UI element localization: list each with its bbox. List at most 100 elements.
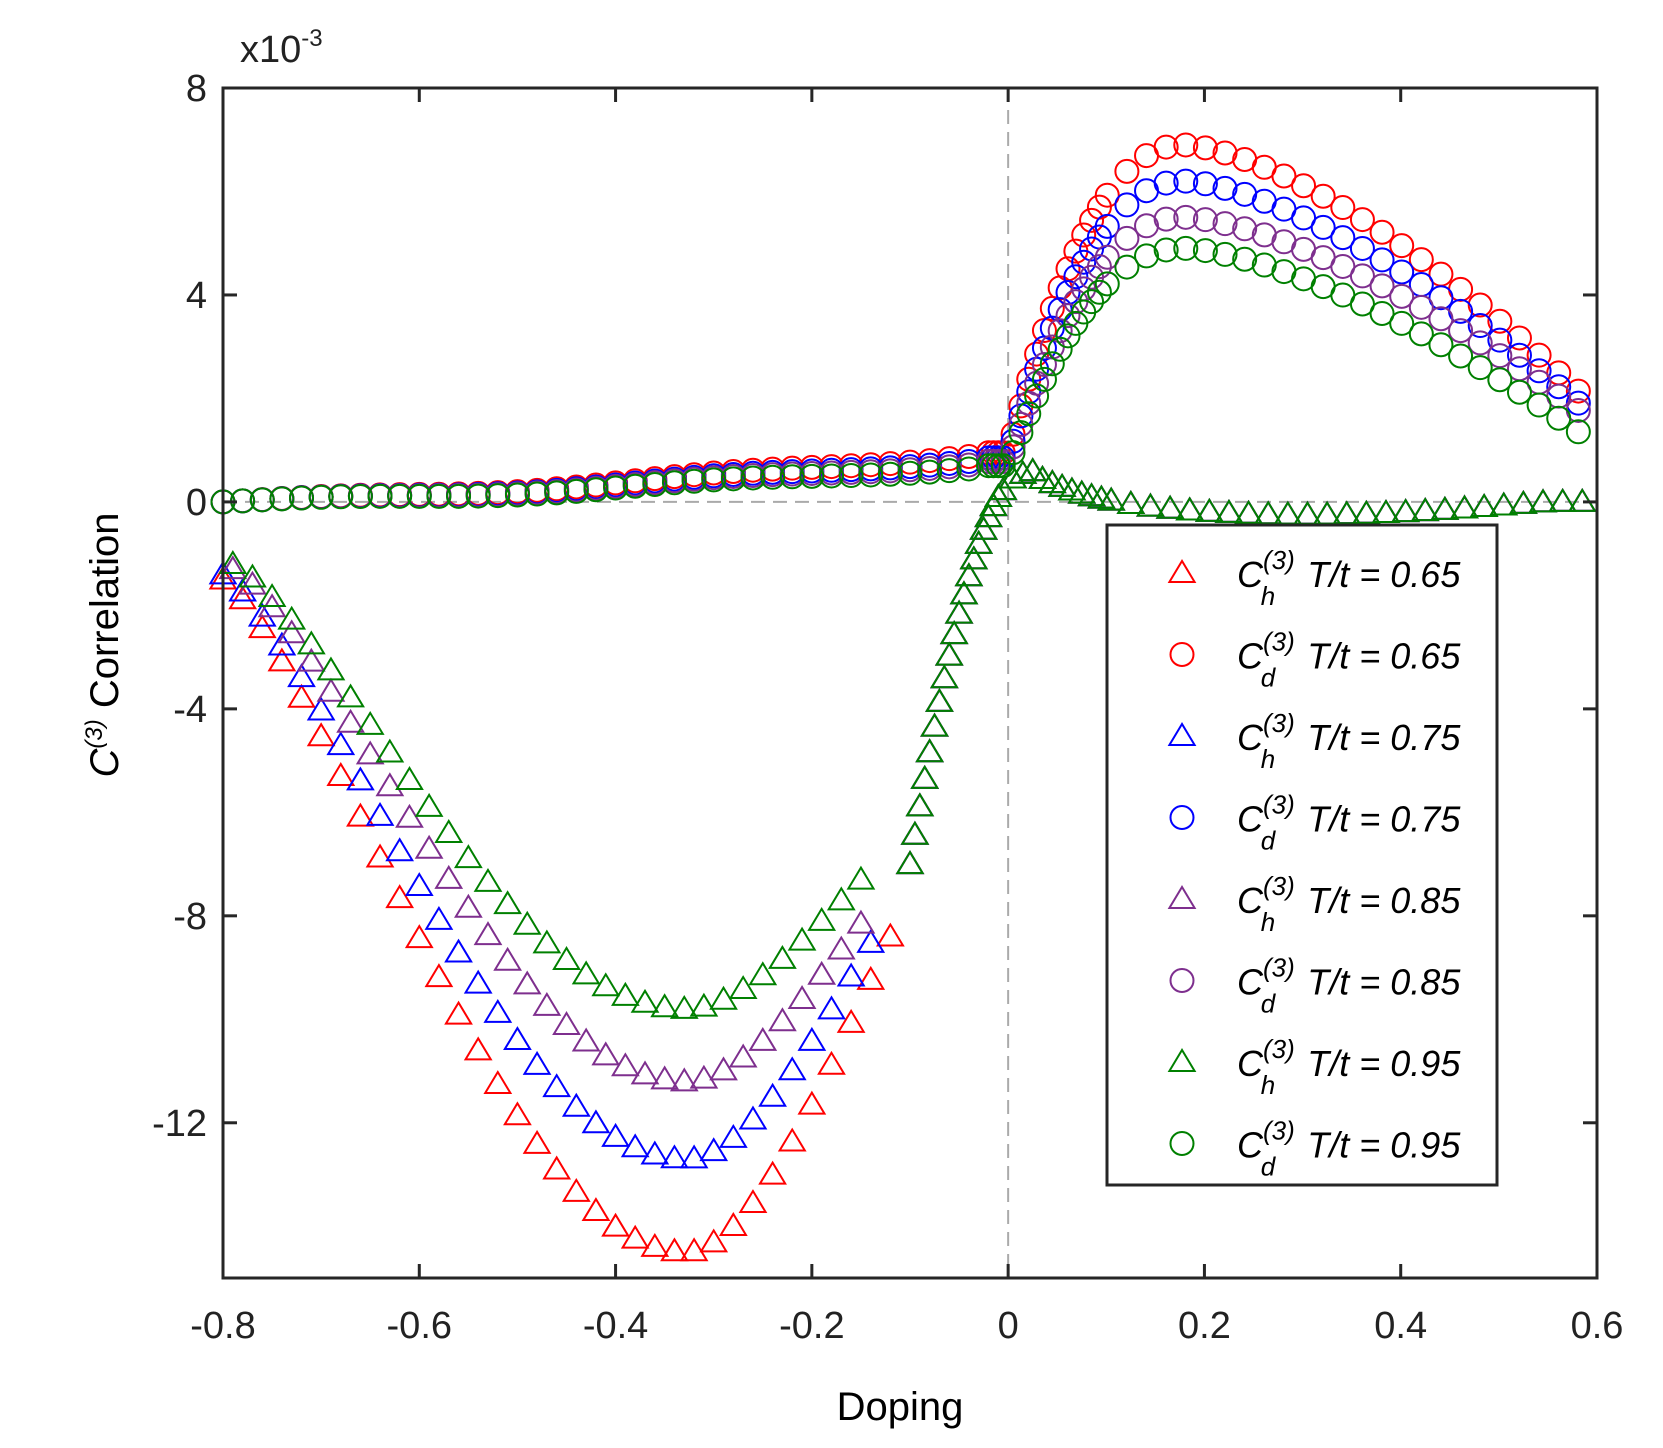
data-point: [228, 585, 257, 610]
data-point: [1077, 482, 1106, 507]
data-point: [287, 663, 316, 688]
data-point: [660, 1144, 689, 1169]
data-point: [414, 792, 444, 817]
data-point: [797, 1090, 827, 1115]
data-point: [1408, 321, 1434, 347]
data-point: [689, 992, 719, 1017]
data-point: [1506, 342, 1532, 368]
data-point: [347, 483, 373, 509]
data-point: [1428, 332, 1454, 358]
data-point: [485, 483, 511, 509]
data-point: [1428, 285, 1454, 311]
data-point: [846, 865, 876, 890]
data-point: [738, 1105, 768, 1130]
data-point: [1487, 367, 1513, 393]
data-point: [583, 477, 609, 503]
data-point: [446, 483, 472, 509]
data-point: [424, 905, 454, 930]
data-point: [1469, 493, 1499, 518]
triangle-marker-icon: [1167, 559, 1197, 583]
data-point: [355, 740, 385, 765]
data-point: [385, 837, 415, 862]
data-point: [1086, 254, 1112, 280]
data-point: [748, 1026, 778, 1051]
data-point: [740, 465, 766, 491]
y-tick-label: 4: [186, 275, 207, 317]
data-point: [1031, 352, 1057, 378]
data-point: [846, 909, 876, 934]
data-point: [1047, 336, 1073, 362]
data-point: [453, 893, 483, 918]
data-point: [267, 631, 297, 656]
data-point: [1349, 235, 1375, 261]
data-point: [768, 1007, 797, 1032]
data-point: [1079, 289, 1105, 315]
data-point: [308, 484, 334, 510]
data-point: [1024, 383, 1050, 409]
data-point: [611, 981, 640, 1006]
data-point: [1175, 496, 1205, 521]
data-point: [346, 802, 375, 827]
data-point: [591, 1041, 621, 1066]
data-point: [1489, 491, 1519, 516]
data-point: [493, 946, 522, 971]
data-point: [949, 580, 979, 605]
data-point: [1526, 392, 1552, 418]
data-point: [571, 1027, 601, 1052]
data-point: [681, 468, 707, 494]
data-point: [1565, 419, 1591, 445]
data-point: [1192, 238, 1218, 264]
data-point: [1192, 171, 1218, 197]
data-point: [990, 453, 1016, 479]
triangle-marker-icon: [1167, 722, 1197, 746]
data-point: [1173, 168, 1199, 194]
data-point: [1047, 318, 1073, 344]
x-tick-label: -0.2: [779, 1305, 844, 1347]
data-point: [571, 960, 601, 985]
legend-item: C(3) d T/t = 0.85: [1169, 953, 1461, 1019]
data-point: [1212, 140, 1238, 166]
data-point: [836, 1008, 866, 1033]
data-point: [910, 764, 940, 789]
data-point: [939, 620, 969, 645]
data-point: [1448, 318, 1474, 344]
data-point: [915, 738, 944, 763]
data-point: [1192, 135, 1218, 161]
data-point: [1369, 247, 1395, 273]
data-point: [1114, 225, 1140, 251]
data-point: [669, 994, 699, 1019]
legend: C(3) h T/t = 0.65 C(3) d T/t = 0.65 C(3) h T/…: [1105, 523, 1499, 1187]
data-point: [1467, 292, 1493, 318]
data-point: [611, 1052, 640, 1077]
data-point: [542, 1155, 572, 1180]
data-point: [601, 1122, 630, 1147]
data-point: [758, 1082, 787, 1107]
circle-marker-icon: [1169, 805, 1195, 830]
data-point: [1528, 488, 1558, 513]
data-point: [807, 960, 837, 985]
data-point: [1173, 204, 1199, 230]
data-point: [650, 993, 680, 1018]
data-point: [858, 462, 884, 488]
data-point: [473, 867, 503, 892]
data-point: [1467, 313, 1493, 339]
data-point: [483, 998, 513, 1023]
data-point: [777, 1056, 807, 1081]
data-point: [630, 988, 660, 1013]
x-tick-label: -0.4: [583, 1305, 648, 1347]
data-point: [483, 1070, 513, 1095]
data-point: [1371, 499, 1401, 524]
data-point: [1509, 489, 1538, 514]
data-point: [1487, 308, 1513, 334]
data-point: [346, 766, 375, 791]
data-point: [1063, 264, 1089, 290]
data-point: [1212, 241, 1238, 267]
data-markers: [208, 132, 1597, 1262]
data-point: [728, 1043, 758, 1068]
data-point: [758, 1160, 787, 1185]
data-point: [1351, 499, 1381, 524]
data-point: [630, 1060, 660, 1085]
data-point: [1330, 195, 1356, 221]
data-point: [561, 1177, 591, 1202]
data-point: [1087, 484, 1116, 509]
